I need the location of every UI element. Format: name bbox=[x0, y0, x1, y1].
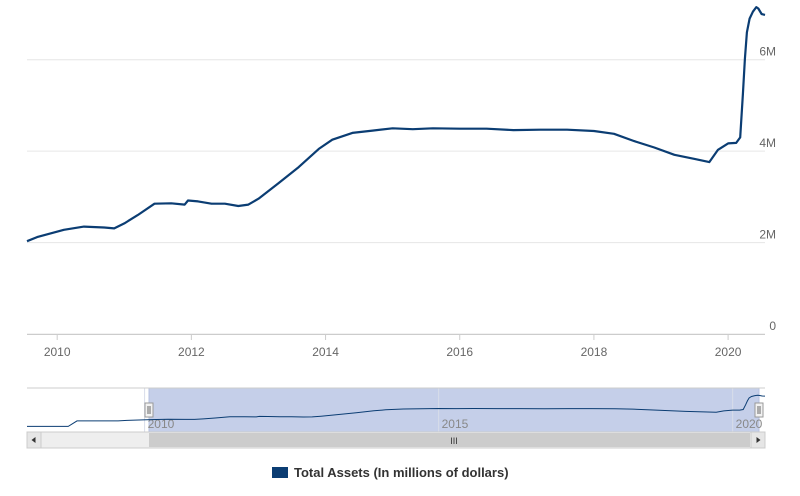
scrollbar-right-arrow-button[interactable] bbox=[750, 431, 766, 449]
x-tick-label: 2016 bbox=[446, 345, 473, 359]
navigator-x-tick-label: 2015 bbox=[442, 417, 469, 431]
legend-swatch bbox=[272, 467, 288, 478]
navigator-x-axis: 2010 2015 2020 bbox=[148, 417, 763, 431]
chevron-right-icon bbox=[756, 437, 761, 443]
scrollbar-left-arrow-button[interactable] bbox=[26, 431, 42, 449]
navigator-unselected-region bbox=[27, 388, 149, 432]
main-gridlines bbox=[27, 59, 765, 335]
legend-label[interactable]: Total Assets (In millions of dollars) bbox=[294, 465, 509, 480]
legend[interactable]: Total Assets (In millions of dollars) bbox=[272, 465, 509, 480]
navigator-right-handle[interactable] bbox=[754, 402, 764, 418]
y-tick-label: 2M bbox=[759, 228, 776, 242]
navigator[interactable]: 2010 2015 2020 bbox=[27, 387, 766, 433]
scrollbar-thumb[interactable] bbox=[149, 433, 750, 447]
main-x-axis: 2010 2012 2014 2016 2018 2020 bbox=[44, 334, 742, 359]
x-tick-label: 2018 bbox=[581, 345, 608, 359]
x-tick-label: 2020 bbox=[715, 345, 742, 359]
series-line-total-assets[interactable] bbox=[26, 6, 766, 243]
scrollbar-grip-icon: III bbox=[450, 436, 458, 446]
navigator-x-tick-label: 2010 bbox=[148, 417, 175, 431]
navigator-x-tick-label: 2020 bbox=[736, 417, 763, 431]
y-tick-label: 6M bbox=[759, 45, 776, 59]
chevron-left-icon bbox=[31, 437, 36, 443]
navigator-series-line bbox=[27, 394, 766, 427]
navigator-scrollbar[interactable]: III bbox=[26, 431, 766, 449]
x-tick-label: 2014 bbox=[312, 345, 339, 359]
y-tick-label: 0 bbox=[769, 319, 776, 333]
y-tick-label: 4M bbox=[759, 136, 776, 150]
main-y-axis: 0 2M 4M 6M bbox=[759, 45, 776, 333]
x-tick-label: 2012 bbox=[178, 345, 205, 359]
navigator-left-handle[interactable] bbox=[144, 402, 154, 418]
x-tick-label: 2010 bbox=[44, 345, 71, 359]
